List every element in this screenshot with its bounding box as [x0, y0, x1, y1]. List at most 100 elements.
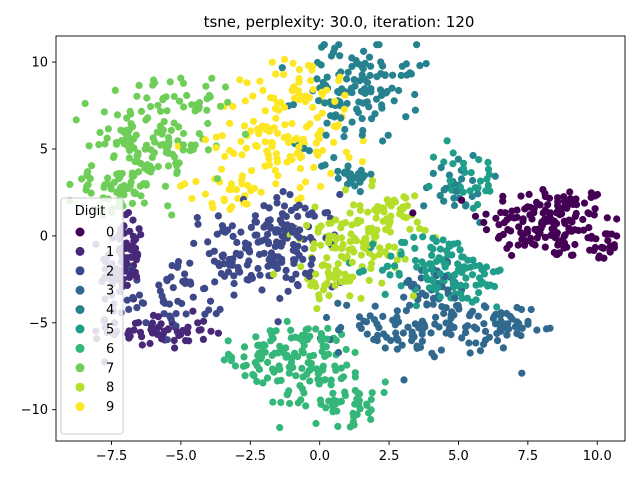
scatter-point-digit-7: [180, 103, 188, 111]
scatter-point-digit-2: [262, 221, 270, 229]
scatter-point-digit-9: [284, 138, 293, 147]
scatter-point-digit-9: [201, 136, 210, 144]
scatter-point-digit-6: [251, 358, 259, 367]
scatter-point-digit-4: [289, 101, 297, 109]
scatter-point-digit-3: [497, 317, 505, 325]
scatter-point-digit-7: [158, 130, 166, 138]
scatter-point-digit-8: [365, 276, 373, 284]
scatter-point-digit-4: [327, 112, 335, 120]
scatter-point-digit-9: [212, 133, 220, 141]
scatter-point-digit-0: [567, 251, 576, 259]
scatter-point-digit-6: [327, 376, 335, 384]
scatter-point-digit-4: [445, 171, 453, 179]
scatter-point-digit-6: [304, 335, 312, 344]
scatter-point-digit-2: [308, 255, 316, 263]
scatter-point-digit-4: [348, 118, 356, 126]
scatter-point-digit-5: [457, 290, 465, 298]
scatter-point-digit-9: [238, 176, 246, 184]
y-tick-label: 5: [40, 142, 48, 157]
scatter-point-digit-7: [112, 138, 120, 147]
scatter-point-digit-2: [254, 264, 262, 273]
scatter-point-digit-3: [403, 278, 411, 286]
scatter-point-digit-5: [472, 281, 480, 289]
scatter-point-digit-0: [482, 226, 491, 234]
scatter-point-digit-5: [456, 246, 464, 254]
scatter-point-digit-9: [314, 131, 322, 139]
scatter-point-digit-7: [174, 137, 182, 145]
scatter-point-digit-6: [274, 349, 282, 357]
scatter-point-digit-2: [230, 279, 238, 288]
scatter-point-digit-8: [331, 281, 339, 290]
scatter-point-digit-9: [297, 194, 305, 202]
legend-box: [60, 197, 124, 435]
scatter-point-digit-7: [168, 150, 177, 158]
scatter-point-digit-6: [285, 363, 293, 371]
scatter-point-digit-0: [560, 244, 568, 252]
scatter-point-digit-4: [360, 85, 369, 93]
scatter-point-digit-1: [197, 326, 205, 334]
scatter-point-digit-8: [411, 192, 419, 200]
scatter-point-digit-2: [243, 261, 251, 269]
scatter-point-digit-8: [372, 214, 380, 222]
scatter-point-digit-2: [266, 216, 274, 224]
scatter-point-digit-2: [278, 210, 286, 218]
scatter-point-digit-3: [423, 301, 431, 309]
scatter-point-digit-2: [279, 232, 287, 240]
scatter-point-digit-6: [363, 400, 371, 408]
scatter-point-digit-3: [476, 347, 484, 355]
scatter-point-digit-9: [307, 77, 315, 85]
scatter-point-digit-7: [172, 159, 180, 167]
scatter-point-digit-4: [336, 52, 344, 60]
scatter-point-digit-8: [332, 234, 340, 242]
scatter-point-digit-2: [182, 310, 190, 318]
scatter-point-digit-7: [221, 83, 230, 91]
scatter-point-digit-0: [555, 249, 563, 257]
scatter-point-digit-5: [468, 271, 477, 279]
x-tick-label: −5.0: [165, 449, 197, 464]
scatter-point-digit-9: [265, 127, 274, 135]
scatter-point-digit-2: [123, 296, 131, 304]
scatter-point-digit-6: [266, 327, 274, 335]
scatter-point-digit-8: [343, 252, 351, 261]
scatter-point-digit-9: [312, 139, 320, 147]
scatter-point-digit-8: [338, 220, 346, 228]
scatter-point-digit-5: [428, 251, 436, 259]
scatter-point-digit-7: [179, 146, 187, 154]
scatter-point-digit-3: [465, 339, 473, 347]
scatter-point-digit-0: [539, 186, 547, 194]
scatter-point-digit-7: [116, 173, 124, 181]
scatter-point-digit-1: [138, 341, 146, 349]
scatter-point-digit-4: [334, 174, 342, 182]
scatter-point-digit-4: [344, 162, 352, 170]
scatter-point-digit-6: [325, 397, 333, 405]
scatter-point-digit-4: [462, 201, 470, 209]
scatter-point-digit-1: [199, 335, 207, 343]
scatter-point-digit-3: [379, 312, 387, 320]
scatter-point-digit-6: [318, 333, 326, 341]
scatter-point-digit-7: [213, 175, 222, 183]
scatter-point-digit-8: [338, 244, 346, 252]
scatter-point-digit-7: [202, 82, 210, 90]
scatter-point-digit-3: [518, 369, 526, 377]
scatter-point-digit-3: [435, 323, 443, 331]
scatter-point-digit-6: [299, 349, 307, 357]
scatter-point-digit-5: [463, 294, 471, 302]
scatter-point-digit-8: [350, 201, 358, 209]
scatter-point-digit-9: [341, 91, 349, 99]
scatter-point-digit-4: [437, 164, 445, 172]
scatter-point-digit-8: [297, 263, 305, 271]
scatter-point-digit-5: [383, 262, 391, 270]
scatter-point-digit-8: [378, 279, 386, 287]
scatter-point-digit-8: [406, 225, 414, 233]
scatter-point-digit-0: [503, 216, 511, 224]
scatter-point-digit-7: [125, 154, 133, 162]
scatter-point-digit-4: [315, 97, 323, 105]
scatter-point-digit-3: [408, 337, 416, 345]
scatter-point-digit-4: [384, 131, 392, 139]
scatter-point-digit-6: [312, 419, 320, 428]
scatter-point-digit-7: [154, 101, 162, 109]
scatter-point-digit-2: [210, 257, 218, 265]
scatter-point-digit-2: [301, 245, 309, 253]
scatter-point-digit-2: [258, 286, 266, 294]
scatter-point-digit-6: [367, 406, 375, 414]
